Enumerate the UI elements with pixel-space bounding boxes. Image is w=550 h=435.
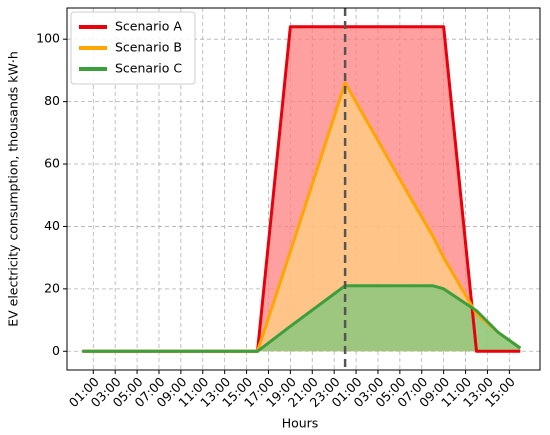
y-axis-label: EV electricity consumption, thousands kW… [6,51,21,327]
series-line [82,284,522,353]
y-tick-label: 80 [44,93,60,108]
y-tick-label: 20 [44,280,60,295]
y-tick-label: 0 [52,343,60,358]
plot-frame [66,7,541,371]
area [82,82,521,352]
legend-label: Scenario B [115,40,182,55]
y-tick-label: 60 [44,156,60,171]
y-tick-label: 100 [36,31,60,46]
legend-box [70,11,196,85]
legend-label: Scenario C [115,61,182,76]
series-line [82,25,521,353]
legend-label: Scenario A [115,19,182,34]
y-tick-label: 40 [44,218,60,233]
x-axis-label: Hours [282,416,319,431]
